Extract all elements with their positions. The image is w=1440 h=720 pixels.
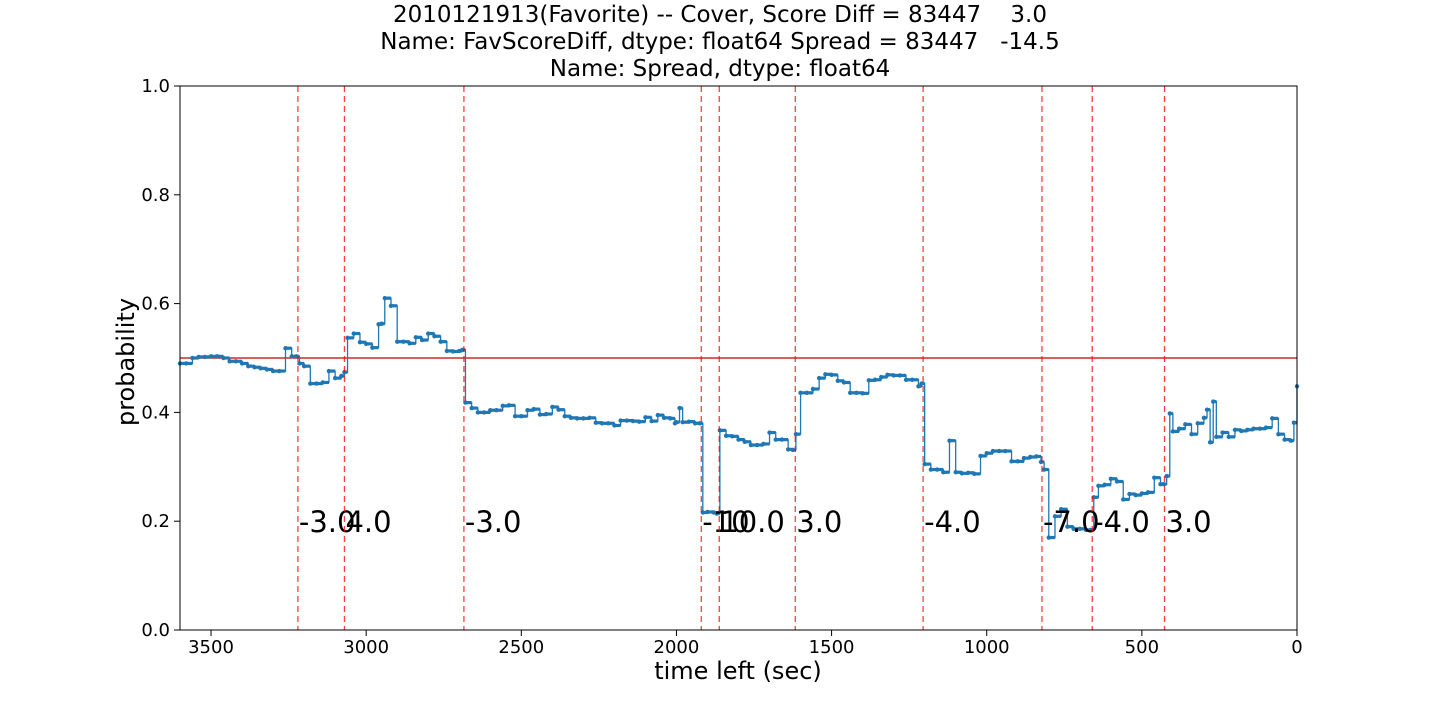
x-axis-label: time left (sec) [654,657,822,685]
y-tick-label: 1.0 [141,76,170,97]
x-tick-label: 3500 [188,637,234,658]
y-tick-label: 0.0 [141,620,170,641]
title-line-2: Name: FavScoreDiff, dtype: float64 Sprea… [380,29,1060,55]
event-label: -3.0 [299,505,356,539]
y-tick-label: 0.4 [141,402,170,423]
x-tick-label: 500 [1125,637,1159,658]
series-line [180,297,1298,539]
x-tick-label: 0 [1291,637,1302,658]
event-label: -10 [702,505,749,539]
x-tick-label: 1500 [809,637,855,658]
y-tick-label: 0.2 [141,511,170,532]
x-tick-label: 1000 [964,637,1010,658]
x-tick-label: 2500 [498,637,544,658]
title-line-1: 2010121913(Favorite) -- Cover, Score Dif… [393,2,1047,28]
plot-frame [179,85,1298,631]
y-tick-label: 0.8 [141,185,170,206]
event-label: -7.0 [1043,505,1100,539]
event-label: 3.0 [1166,505,1212,539]
event-label: -3.0 [465,505,522,539]
x-axis: 3500 3000 2500 2000 1500 1000 500 0 [188,630,1303,658]
y-axis-label: probability [112,298,140,426]
y-axis: 0.0 0.2 0.4 0.6 0.8 1.0 [141,76,180,641]
x-tick-label: 2000 [654,637,700,658]
event-label: 3.0 [796,505,842,539]
event-label: -4.0 [1093,505,1150,539]
event-label: -4.0 [924,505,981,539]
event-label: 4.0 [345,505,391,539]
y-tick-label: 0.6 [141,294,170,315]
event-label: 10.0 [720,505,785,539]
title-line-3: Name: Spread, dtype: float64 [549,56,891,82]
x-tick-label: 3000 [343,637,389,658]
chart-title: 2010121913(Favorite) -- Cover, Score Dif… [0,2,1440,83]
